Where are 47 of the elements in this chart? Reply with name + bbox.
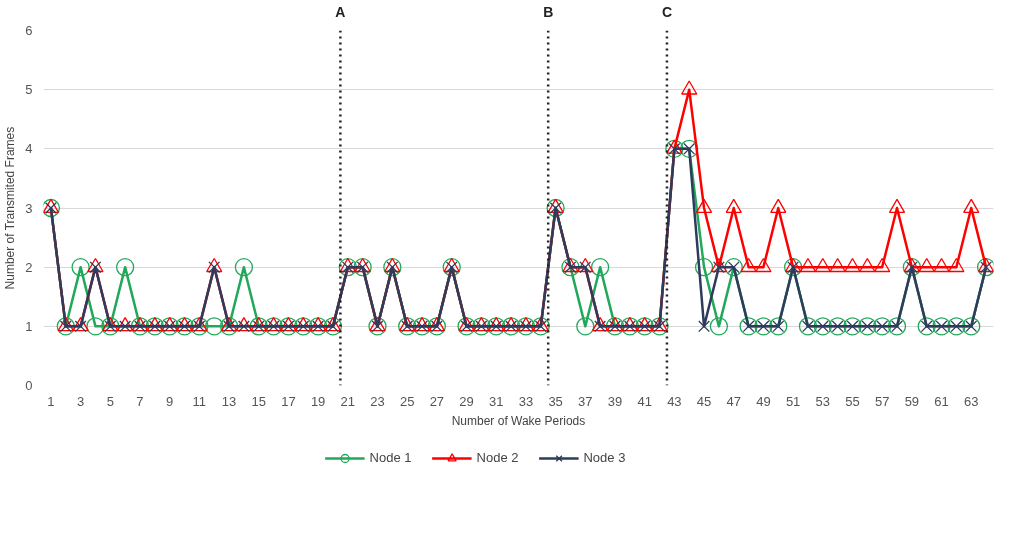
x-tick-label: 33	[518, 393, 534, 409]
x-tick-label: 29	[459, 393, 474, 409]
y-tick-label: 2	[25, 259, 33, 275]
x-tick-label: 23	[370, 393, 385, 409]
x-tick-label: 51	[785, 393, 801, 409]
y-tick-label: 3	[25, 200, 33, 216]
x-tick-label: 61	[934, 393, 949, 409]
legend-label: Node 3	[583, 450, 626, 465]
x-tick-label: 49	[756, 393, 771, 409]
ref-line-label: B	[543, 3, 554, 20]
x-tick-label: 25	[399, 393, 415, 409]
x-tick-label: 31	[489, 393, 504, 409]
x-tick-label: 35	[548, 393, 563, 409]
x-tick-label: 11	[192, 393, 207, 409]
x-tick-label: 41	[637, 393, 652, 409]
y-axis-title: Number of Transmited Frames	[3, 126, 18, 290]
y-tick-label: 6	[25, 23, 33, 38]
legend-label: Node 2	[476, 450, 519, 465]
ref-line-label: C	[661, 3, 673, 20]
x-tick-label: 1	[47, 393, 55, 409]
x-tick-label: 57	[874, 393, 890, 409]
x-tick-label: 19	[310, 393, 326, 409]
y-tick-label: 5	[25, 82, 33, 98]
legend-label: Node 1	[369, 450, 412, 465]
x-tick-label: 59	[904, 393, 920, 409]
y-tick-label: 1	[25, 318, 33, 334]
x-tick-label: 55	[845, 393, 860, 409]
x-axis-title: Number of Wake Periods	[451, 413, 586, 428]
y-tick-label: 0	[25, 378, 33, 393]
x-tick-label: 37	[578, 393, 593, 409]
x-tick-label: 47	[726, 393, 741, 409]
x-tick-label: 27	[429, 393, 445, 409]
x-tick-label: 45	[696, 393, 712, 409]
x-tick-label: 15	[251, 393, 266, 409]
x-tick-label: 43	[667, 393, 682, 409]
y-tick-label: 4	[25, 141, 33, 157]
x-tick-label: 21	[340, 393, 356, 409]
x-tick-label: 3	[76, 393, 85, 409]
x-tick-label: 17	[281, 393, 296, 409]
ref-line-label: A	[335, 3, 346, 20]
x-tick-label: 63	[964, 393, 979, 409]
x-tick-label: 39	[607, 393, 623, 409]
x-tick-label: 53	[815, 393, 831, 409]
x-tick-label: 5	[106, 393, 114, 409]
x-tick-label: 7	[136, 393, 144, 409]
x-tick-label: 9	[166, 393, 174, 409]
x-tick-label: 13	[221, 393, 237, 409]
